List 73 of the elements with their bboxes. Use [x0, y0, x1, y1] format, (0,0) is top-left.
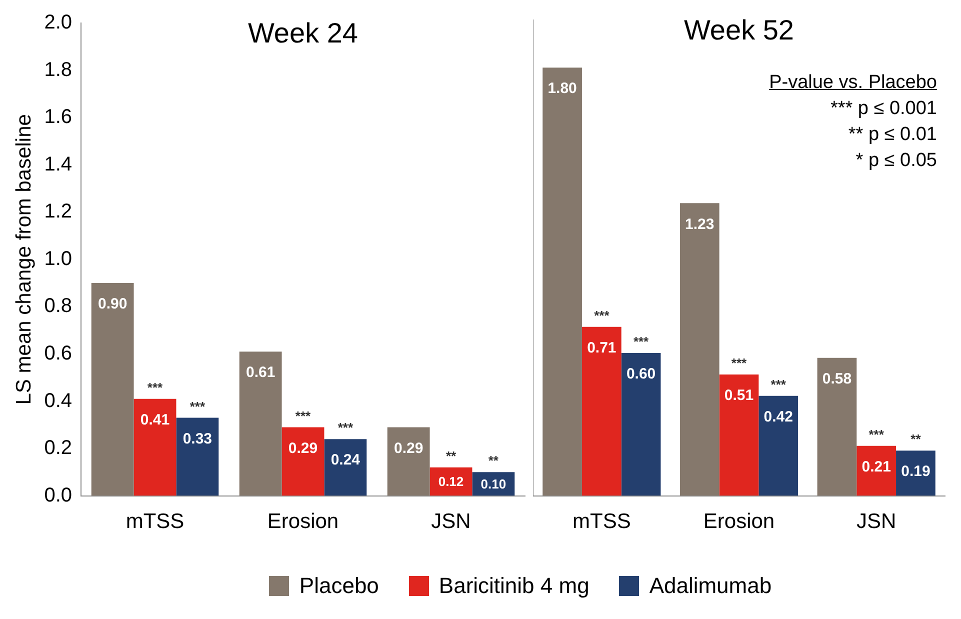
x-tick-label: JSN: [431, 510, 471, 534]
annotation: ***: [770, 376, 787, 392]
data-label: 0.33: [182, 430, 212, 448]
y-tick-label: 1.4: [44, 153, 72, 176]
annotation: ***: [147, 380, 164, 395]
bar: [239, 352, 282, 496]
annotation: P-value vs. Placebo: [769, 72, 937, 93]
data-label: 1.80: [548, 80, 577, 98]
annotation: * p ≤ 0.05: [856, 150, 937, 171]
data-label: 0.12: [438, 474, 464, 490]
annotation: ***: [731, 356, 748, 371]
bar: [282, 427, 324, 496]
y-tick-label: 1.2: [44, 200, 72, 223]
x-tick-label: mTSS: [572, 510, 631, 534]
y-tick-label: 2.0: [44, 12, 72, 34]
bar: [680, 203, 720, 496]
data-label: 0.51: [724, 387, 754, 404]
bar: [91, 283, 134, 496]
annotation: **: [446, 448, 457, 464]
y-tick-label: 1.0: [44, 248, 72, 270]
x-tick-label: Erosion: [267, 510, 339, 534]
bar: [817, 358, 857, 496]
data-label: 0.41: [140, 412, 170, 429]
data-label: 0.42: [764, 408, 793, 426]
bar: [896, 450, 936, 496]
bar: [542, 68, 582, 496]
annotation: **: [910, 432, 922, 447]
annotation: ***: [190, 398, 206, 414]
x-tick-label: mTSS: [126, 510, 184, 534]
bar: [176, 418, 219, 496]
bar: [719, 374, 759, 496]
bar: [582, 326, 622, 496]
data-label: 0.24: [330, 452, 361, 469]
x-tick-label: Erosion: [703, 510, 775, 534]
bar: [856, 446, 896, 496]
data-label: 0.61: [246, 364, 276, 382]
data-label: 0.19: [901, 463, 930, 480]
data-label: 0.71: [587, 340, 616, 357]
annotation: ***: [338, 420, 354, 436]
legend-label: Baricitinib 4 mg: [438, 573, 590, 599]
legend-label: Placebo: [299, 573, 379, 599]
y-axis-title: LS mean change from baseline: [12, 114, 36, 405]
data-label: 0.29: [288, 440, 318, 457]
bar: [621, 353, 661, 496]
y-tick-label: 0.6: [44, 342, 72, 364]
bar: [134, 398, 176, 496]
data-label: 1.23: [685, 216, 714, 233]
data-label: 0.21: [862, 458, 891, 476]
y-tick-label: 0.2: [44, 437, 72, 460]
annotation: *** p ≤ 0.001: [830, 98, 937, 119]
data-label: 0.29: [394, 440, 424, 457]
annotation: **: [488, 453, 500, 468]
data-label: 0.60: [626, 366, 656, 383]
annotation: ***: [868, 426, 885, 442]
data-label: 0.90: [98, 296, 128, 313]
y-tick-label: 0.4: [44, 390, 72, 412]
data-label: 0.10: [480, 476, 506, 492]
chart-title: Week 24: [248, 18, 358, 49]
y-tick-label: 1.8: [44, 58, 72, 81]
data-label: 0.58: [822, 370, 852, 388]
annotation: ***: [295, 408, 312, 424]
bar: [758, 396, 798, 496]
bar: [387, 427, 430, 496]
annotation: ** p ≤ 0.01: [848, 124, 937, 145]
y-tick-label: 0.8: [44, 295, 72, 318]
chart-title: Week 52: [684, 14, 794, 46]
y-tick-label: 1.6: [44, 106, 72, 128]
x-tick-label: JSN: [856, 510, 896, 534]
annotation: ***: [633, 334, 650, 350]
y-tick-label: 0.0: [44, 484, 72, 506]
bar: [324, 439, 367, 496]
legend-label: Adalimumab: [649, 573, 772, 599]
annotation: ***: [594, 308, 610, 323]
